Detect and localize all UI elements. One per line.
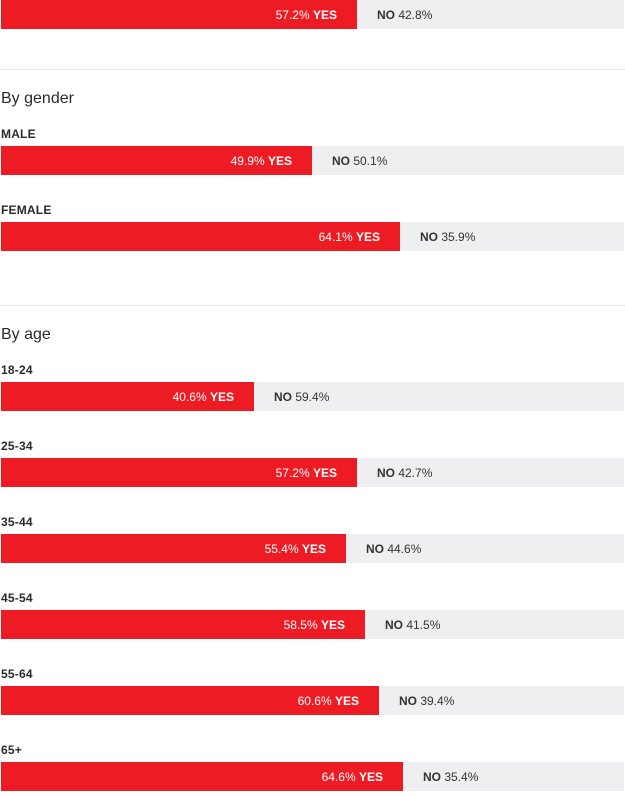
yes-segment-35-44: 55.4% YES [1,534,346,563]
bar-track-25-34: 57.2% YES NO 42.7% [1,458,624,487]
no-segment-35-44: NO 44.6% [366,534,421,563]
yes-word: YES [301,541,326,556]
no-value: 59.4% [292,389,330,404]
bar-track-55-64: 60.6% YES NO 39.4% [1,686,624,715]
bar-track-45-54: 58.5% YES NO 41.5% [1,610,624,639]
no-value: 35.9% [438,229,476,244]
yes-word: YES [355,229,380,244]
bar-track-18-24: 40.6% YES NO 59.4% [1,382,624,411]
yes-value: 49.9% [230,153,268,168]
section-heading: By age [1,326,51,343]
yes-value: 64.1% [318,229,356,244]
no-value: 44.6% [384,541,422,556]
yes-word: YES [358,769,383,784]
section-heading: By gender [1,90,74,107]
section-divider [0,69,625,70]
row-label: 55-64 [1,667,33,681]
no-segment-25-34: NO 42.7% [377,458,432,487]
yes-segment-overall: 57.2% YES [1,0,357,29]
yes-word: YES [320,617,345,632]
yes-word: YES [312,465,337,480]
bar-track-35-44: 55.4% YES NO 44.6% [1,534,624,563]
yes-segment-18-24: 40.6% YES [1,382,254,411]
yes-value: 58.5% [283,617,321,632]
yes-word: YES [267,153,292,168]
yes-word: YES [209,389,234,404]
no-value: 50.1% [350,153,388,168]
no-word: NO [385,617,403,632]
row-label: 25-34 [1,439,33,453]
no-word: NO [366,541,384,556]
yes-segment-65-: 64.6% YES [1,762,403,791]
yes-segment-55-64: 60.6% YES [1,686,379,715]
section-divider [0,305,625,306]
bar-track-female: 64.1% YES NO 35.9% [1,222,624,251]
no-value: 39.4% [417,693,455,708]
no-word: NO [423,769,441,784]
row-label: 65+ [1,743,22,757]
no-word: NO [377,465,395,480]
no-segment-male: NO 50.1% [332,146,387,175]
row-label: 45-54 [1,591,33,605]
no-segment-55-64: NO 39.4% [399,686,454,715]
no-word: NO [377,7,395,22]
bar-track-male: 49.9% YES NO 50.1% [1,146,624,175]
yes-segment-male: 49.9% YES [1,146,312,175]
row-label: MALE [1,127,36,141]
no-word: NO [332,153,350,168]
bar-track-65-: 64.6% YES NO 35.4% [1,762,624,791]
no-segment-female: NO 35.9% [420,222,475,251]
yes-value: 60.6% [297,693,335,708]
yes-value: 57.2% [275,465,313,480]
no-segment-18-24: NO 59.4% [274,382,329,411]
no-segment-overall: NO 42.8% [377,0,432,29]
yes-value: 40.6% [172,389,210,404]
row-label: 35-44 [1,515,33,529]
yes-segment-45-54: 58.5% YES [1,610,365,639]
yes-segment-female: 64.1% YES [1,222,400,251]
no-value: 35.4% [441,769,479,784]
row-label: 18-24 [1,363,33,377]
yes-value: 55.4% [264,541,302,556]
yes-word: YES [334,693,359,708]
yes-segment-25-34: 57.2% YES [1,458,357,487]
no-value: 41.5% [403,617,441,632]
yes-value: 57.2% [275,7,313,22]
yes-word: YES [312,7,337,22]
no-segment-45-54: NO 41.5% [385,610,440,639]
no-value: 42.7% [395,465,433,480]
no-word: NO [399,693,417,708]
yes-value: 64.6% [321,769,359,784]
no-word: NO [274,389,292,404]
no-value: 42.8% [395,7,433,22]
no-segment-65-: NO 35.4% [423,762,478,791]
row-label: FEMALE [1,203,52,217]
no-word: NO [420,229,438,244]
bar-track-overall: 57.2% YES NO 42.8% [1,0,624,29]
